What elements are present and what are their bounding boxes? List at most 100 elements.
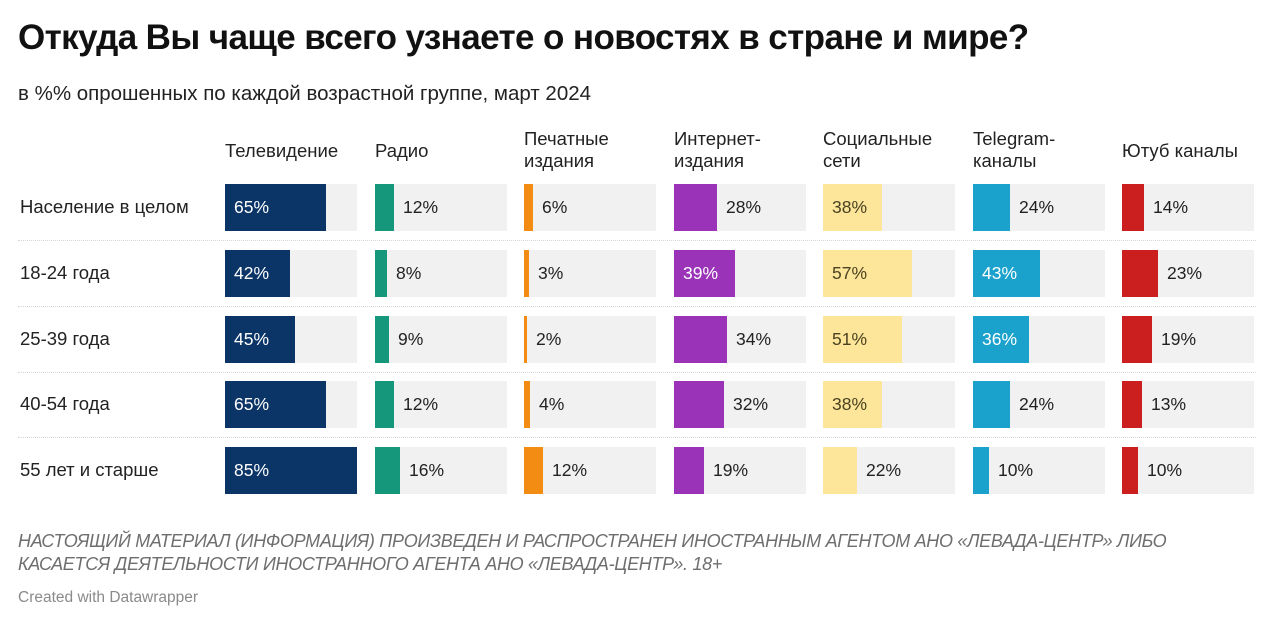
bar-track: 24%	[973, 184, 1105, 231]
value-label: 42%	[234, 263, 270, 283]
bar-track: 85%	[225, 447, 357, 494]
bar[interactable]	[973, 447, 989, 494]
bar-track: 12%	[524, 447, 656, 494]
bar[interactable]	[225, 447, 357, 494]
row-separator	[18, 240, 1256, 241]
bar-track: 43%	[973, 250, 1105, 297]
bar[interactable]	[225, 381, 326, 428]
bar[interactable]	[973, 250, 1040, 297]
bar-track: 19%	[674, 447, 806, 494]
bar[interactable]	[1122, 184, 1144, 231]
bar[interactable]	[375, 316, 389, 363]
bar[interactable]	[973, 381, 1010, 428]
bar[interactable]	[823, 316, 902, 363]
value-label: 2%	[536, 329, 562, 349]
column-header: Радио	[375, 140, 429, 161]
bar[interactable]	[524, 250, 529, 297]
bar-track: 16%	[375, 447, 507, 494]
bar[interactable]	[225, 316, 295, 363]
bar-track: 10%	[973, 447, 1105, 494]
bar-track: 4%	[524, 381, 656, 428]
bar-track: 51%	[823, 316, 955, 363]
bar-track: 57%	[823, 250, 955, 297]
row-label: 25-39 года	[20, 328, 110, 349]
bar[interactable]	[375, 250, 387, 297]
value-label: 65%	[234, 197, 270, 217]
bar[interactable]	[823, 381, 882, 428]
column-header: Интернет- издания	[674, 128, 761, 171]
bar-track: 32%	[674, 381, 806, 428]
foreign-agent-notice: НАСТОЯЩИЙ МАТЕРИАЛ (ИНФОРМАЦИЯ) ПРОИЗВЕД…	[18, 531, 1167, 574]
value-label: 28%	[726, 197, 762, 217]
bar[interactable]	[973, 316, 1029, 363]
bar-track: 3%	[524, 250, 656, 297]
chart-title: Откуда Вы чаще всего узнаете о новостях …	[18, 18, 1029, 57]
column-header: Ютуб каналы	[1122, 140, 1238, 161]
bar[interactable]	[1122, 381, 1142, 428]
value-label: 3%	[538, 263, 564, 283]
datawrapper-credit[interactable]: Created with Datawrapper	[18, 589, 199, 606]
value-label: 24%	[1019, 394, 1055, 414]
bar-track: 12%	[375, 184, 507, 231]
bar-track: 12%	[375, 381, 507, 428]
bar[interactable]	[1122, 447, 1138, 494]
bar[interactable]	[375, 381, 394, 428]
bar[interactable]	[674, 447, 704, 494]
bar-track: 13%	[1122, 381, 1254, 428]
value-label: 10%	[1147, 460, 1183, 480]
value-label: 6%	[542, 197, 568, 217]
bar-track: 2%	[524, 316, 656, 363]
bar-track: 24%	[973, 381, 1105, 428]
value-label: 19%	[1161, 329, 1197, 349]
value-label: 85%	[234, 460, 270, 480]
bar[interactable]	[1122, 250, 1158, 297]
bar-track: 42%	[225, 250, 357, 297]
bar-track: 9%	[375, 316, 507, 363]
row-label: 55 лет и старше	[20, 459, 159, 480]
bar[interactable]	[375, 184, 394, 231]
bar[interactable]	[225, 184, 326, 231]
value-label: 14%	[1153, 197, 1189, 217]
value-label: 32%	[733, 394, 769, 414]
bar[interactable]	[823, 447, 857, 494]
bar[interactable]	[674, 381, 724, 428]
bar[interactable]	[524, 447, 543, 494]
bar-track: 19%	[1122, 316, 1254, 363]
bar[interactable]	[225, 250, 290, 297]
column-header: Телевидение	[225, 140, 339, 161]
bar-track: 45%	[225, 316, 357, 363]
bar[interactable]	[973, 184, 1010, 231]
value-label: 65%	[234, 394, 270, 414]
column-header: Социальные сети	[823, 128, 933, 171]
bar[interactable]	[375, 447, 400, 494]
column-header: Telegram- каналы	[973, 128, 1056, 171]
value-label: 38%	[832, 197, 868, 217]
bar[interactable]	[524, 381, 530, 428]
value-label: 8%	[396, 263, 422, 283]
row-separator	[18, 306, 1256, 307]
row-separator	[18, 372, 1256, 373]
row-separator	[18, 437, 1256, 438]
value-label: 45%	[234, 329, 270, 349]
bar[interactable]	[524, 184, 533, 231]
bar[interactable]	[674, 250, 735, 297]
bar-track: 36%	[973, 316, 1105, 363]
bar[interactable]	[823, 184, 882, 231]
value-label: 16%	[409, 460, 445, 480]
bar-track: 38%	[823, 381, 955, 428]
bar[interactable]	[674, 184, 717, 231]
value-label: 12%	[403, 197, 439, 217]
bar-track: 10%	[1122, 447, 1254, 494]
column-header: Печатные издания	[524, 128, 609, 171]
bar[interactable]	[823, 250, 912, 297]
value-label: 9%	[398, 329, 424, 349]
bar[interactable]	[524, 316, 527, 363]
chart-subtitle: в %% опрошенных по каждой возрастной гру…	[18, 82, 592, 105]
bar-track: 8%	[375, 250, 507, 297]
value-label: 24%	[1019, 197, 1055, 217]
bar-track: 6%	[524, 184, 656, 231]
bar[interactable]	[1122, 316, 1152, 363]
bar[interactable]	[674, 316, 727, 363]
bar-track: 38%	[823, 184, 955, 231]
row-label: 40-54 года	[20, 393, 110, 414]
